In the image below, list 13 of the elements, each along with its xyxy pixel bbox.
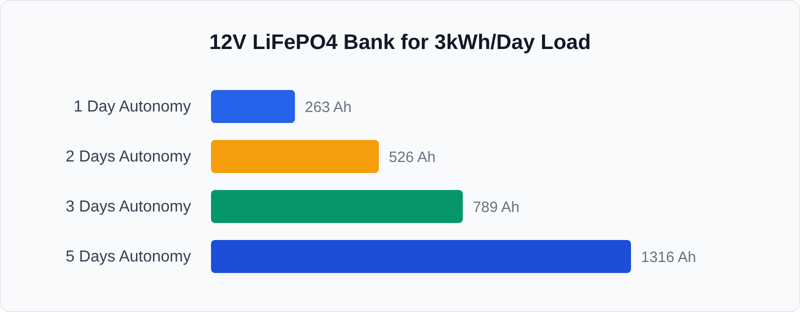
bar [211, 90, 295, 123]
data-label: 789 Ah [472, 198, 520, 216]
y-tick-label: 3 Days Autonomy [66, 198, 191, 216]
data-label: 526 Ah [388, 148, 436, 166]
y-tick-label: 2 Days Autonomy [66, 148, 191, 166]
bar [211, 190, 463, 223]
data-label: 1316 Ah [641, 248, 696, 266]
bar [211, 240, 631, 273]
y-tick-label: 1 Day Autonomy [74, 98, 191, 116]
chart-title: 12V LiFePO4 Bank for 3kWh/Day Load [208, 31, 592, 55]
y-tick-label: 5 Days Autonomy [66, 248, 191, 266]
data-label: 263 Ah [304, 98, 352, 116]
bar [211, 140, 379, 173]
